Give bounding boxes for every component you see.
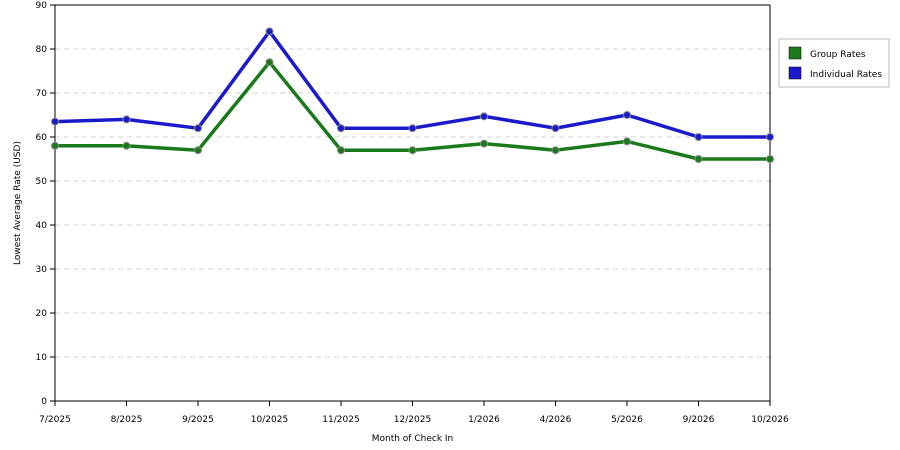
- data-point-group-rates: [623, 137, 631, 146]
- x-tick-label: 5/2026: [611, 415, 643, 425]
- y-tick-label: 10: [36, 353, 48, 363]
- data-point-group-rates: [51, 141, 59, 150]
- data-point-group-rates: [551, 146, 560, 155]
- y-axis: 0 10 20 30 40 50 60 70 80 90: [36, 1, 55, 407]
- data-point-individual-rates: [194, 124, 202, 133]
- series-line-group-rates: [55, 60, 770, 161]
- data-point-individual-rates: [766, 133, 774, 141]
- y-tick-label: 40: [36, 221, 48, 231]
- y-tick-label: 60: [36, 133, 48, 143]
- data-point-group-rates: [766, 155, 774, 163]
- legend-swatch-group-rates: [788, 46, 802, 60]
- data-point-group-rates: [194, 146, 202, 155]
- plot-area: [54, 4, 771, 402]
- y-tick-label: 70: [36, 89, 48, 99]
- y-tick-label: 30: [36, 265, 48, 275]
- x-tick-label: 11/2025: [322, 415, 359, 425]
- data-point-individual-rates: [122, 115, 131, 124]
- x-tick-label: 9/2025: [182, 415, 214, 425]
- y-tick-label: 50: [36, 177, 48, 187]
- data-point-individual-rates: [551, 124, 560, 133]
- x-tick-label: 8/2025: [111, 415, 143, 425]
- x-tick-label: 9/2026: [683, 415, 715, 425]
- x-axis-title: Month of Check In: [372, 434, 454, 444]
- data-point-individual-rates: [408, 124, 417, 133]
- series-layer: [51, 27, 774, 163]
- data-point-individual-rates: [51, 117, 59, 126]
- y-tick-label: 90: [36, 1, 48, 11]
- legend-swatch-individual-rates: [788, 66, 802, 80]
- gridlines: [55, 48, 770, 358]
- x-tick-label: 10/2026: [751, 415, 789, 425]
- x-axis: 7/2025 8/2025 9/2025 10/2025 11/2025 12/2025 1…: [39, 401, 789, 425]
- y-tick-label: 0: [41, 397, 47, 407]
- x-tick-label: 10/2025: [251, 415, 288, 425]
- data-point-individual-rates: [623, 111, 631, 119]
- legend-label-individual-rates: Individual Rates: [810, 70, 882, 80]
- series-line-individual-rates: [54, 29, 770, 139]
- data-point-group-rates: [408, 146, 417, 155]
- data-point-group-rates: [480, 139, 488, 148]
- x-tick-label: 4/2026: [540, 415, 572, 425]
- data-point-group-rates: [694, 155, 703, 163]
- x-tick-label: 1/2026: [468, 415, 500, 425]
- data-point-individual-rates: [337, 124, 345, 133]
- y-tick-label: 20: [36, 309, 48, 319]
- data-point-individual-rates: [480, 112, 488, 121]
- legend: Group Rates Individual Rates: [778, 38, 890, 88]
- x-tick-label: 12/2025: [394, 415, 431, 425]
- legend-label-group-rates: Group Rates: [810, 50, 866, 60]
- y-axis-title: Lowest Average Rate (USD): [13, 141, 23, 265]
- data-point-individual-rates: [694, 133, 703, 141]
- x-tick-label: 7/2025: [39, 415, 71, 425]
- data-point-group-rates: [337, 146, 345, 155]
- data-point-group-rates: [265, 58, 274, 67]
- data-point-group-rates: [122, 141, 131, 150]
- data-point-individual-rates: [265, 27, 274, 36]
- y-tick-label: 80: [36, 45, 48, 55]
